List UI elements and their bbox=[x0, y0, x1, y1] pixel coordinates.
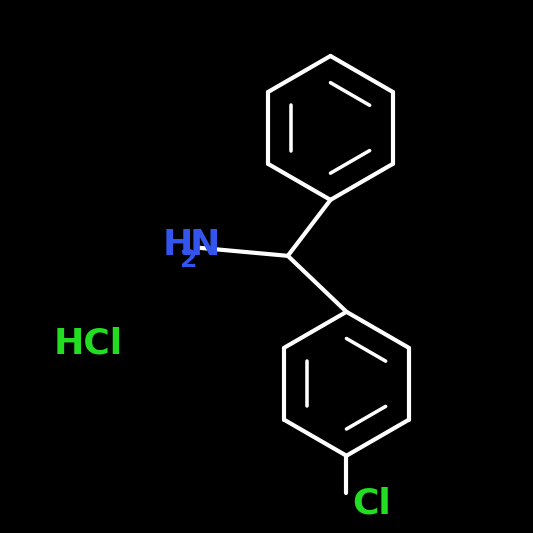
Text: HCl: HCl bbox=[53, 327, 123, 361]
Text: N: N bbox=[189, 228, 220, 262]
Text: H: H bbox=[163, 228, 193, 262]
Text: Cl: Cl bbox=[352, 487, 391, 521]
Text: 2: 2 bbox=[180, 247, 198, 272]
